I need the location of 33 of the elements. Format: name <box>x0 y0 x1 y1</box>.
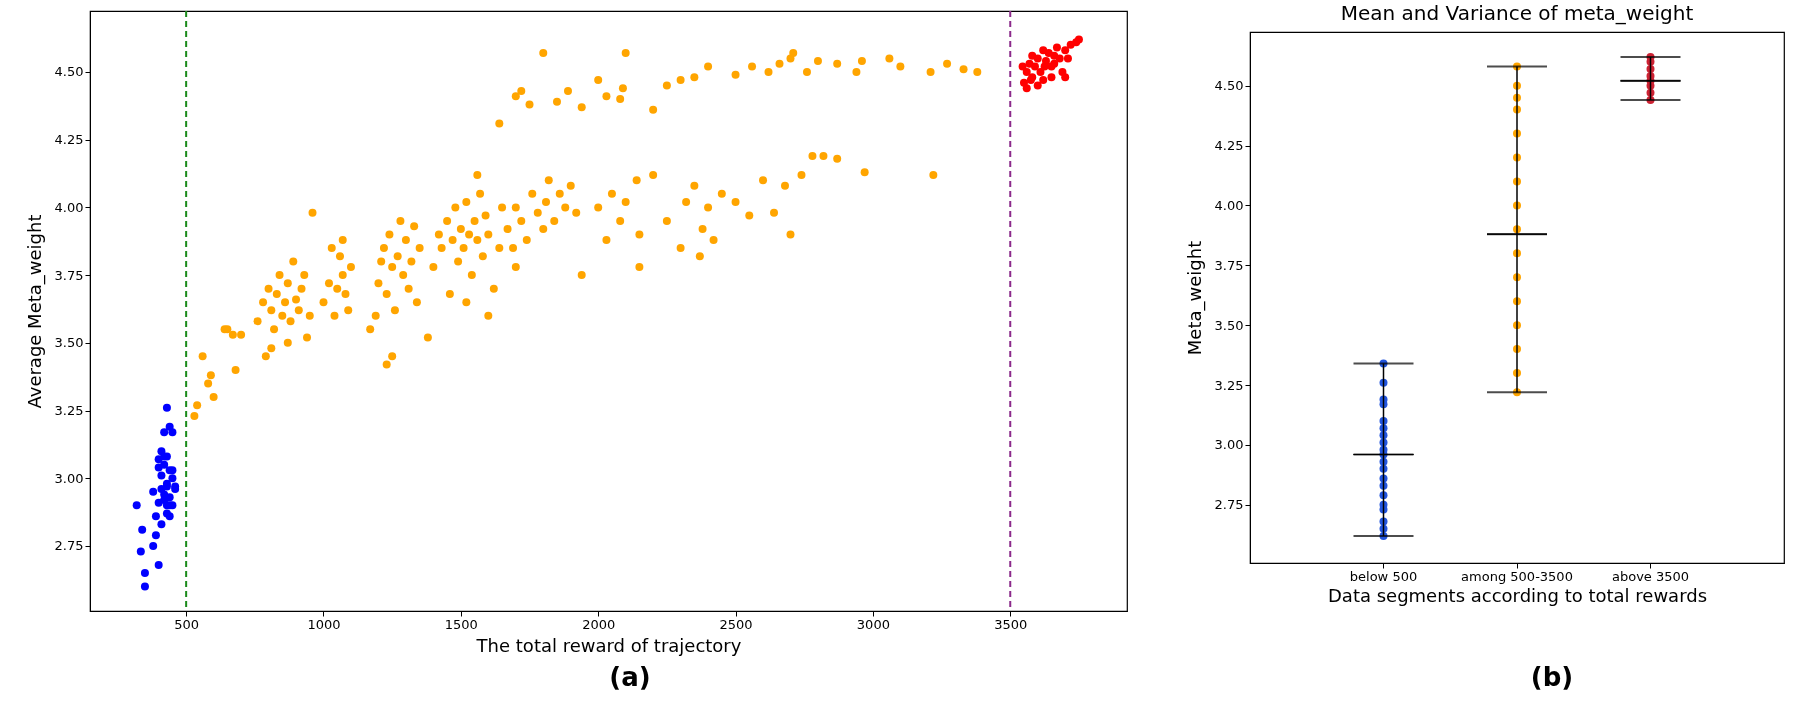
x-axis-title: Data segments according to total rewards <box>1327 584 1708 606</box>
x-tick-label: below 500 <box>1349 568 1418 584</box>
y-axis-title: Average Meta_weight <box>23 214 46 409</box>
x-tick-label: 1000 <box>307 616 341 632</box>
y-tick-label: 3.00 <box>54 470 84 486</box>
y-tick-label: 3.75 <box>1214 257 1244 273</box>
x-tick-label: among 500-3500 <box>1461 568 1573 584</box>
y-tick-label: 3.00 <box>1214 437 1244 453</box>
y-tick-label: 4.50 <box>1214 78 1244 94</box>
y-tick-label: 4.00 <box>1214 197 1244 213</box>
x-tick-label: 3000 <box>856 616 890 632</box>
y-tick-label: 3.25 <box>1214 377 1244 393</box>
y-tick-label: 3.25 <box>54 403 84 419</box>
x-tick-label: 3500 <box>994 616 1028 632</box>
y-tick-label: 4.50 <box>54 64 84 80</box>
y-tick-label: 2.75 <box>54 538 84 554</box>
text: (a) <box>609 662 651 692</box>
x-tick-label: 1500 <box>444 616 478 632</box>
x-axis-title: The total reward of trajectory <box>475 634 742 656</box>
x-tick-label: 500 <box>174 616 200 632</box>
x-tick-label: 2500 <box>719 616 753 632</box>
y-tick-label: 3.50 <box>1214 317 1244 333</box>
y-tick-label: 3.75 <box>54 267 84 283</box>
y-tick-label: 3.50 <box>54 335 84 351</box>
y-tick-label: 4.25 <box>54 132 84 148</box>
chart-title: Mean and Variance of meta_weight <box>1340 1 1694 25</box>
x-tick-label: above 3500 <box>1611 568 1690 584</box>
y-tick-label: 4.25 <box>1214 138 1244 154</box>
text: (b) <box>1530 662 1574 692</box>
x-tick-label: 2000 <box>582 616 616 632</box>
y-tick-label: 2.75 <box>1214 497 1244 513</box>
y-tick-label: 4.00 <box>54 199 84 215</box>
y-axis-title: Meta_weight <box>1183 240 1206 356</box>
